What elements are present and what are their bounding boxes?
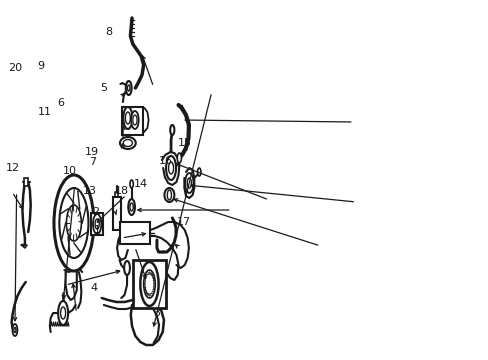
Circle shape xyxy=(58,301,68,325)
Text: 14: 14 xyxy=(133,179,147,189)
Circle shape xyxy=(54,175,94,271)
Text: 5: 5 xyxy=(101,83,107,93)
Text: 8: 8 xyxy=(105,27,112,37)
Text: 1: 1 xyxy=(93,225,101,235)
Text: 4: 4 xyxy=(91,283,98,293)
Circle shape xyxy=(14,328,16,333)
Circle shape xyxy=(127,85,130,91)
Circle shape xyxy=(93,214,101,234)
Circle shape xyxy=(128,199,135,215)
Text: 11: 11 xyxy=(38,107,51,117)
Text: 18: 18 xyxy=(115,186,129,196)
Circle shape xyxy=(130,203,133,211)
Circle shape xyxy=(168,162,173,174)
Text: 13: 13 xyxy=(82,186,97,196)
Circle shape xyxy=(197,168,201,176)
Circle shape xyxy=(167,190,171,200)
Circle shape xyxy=(12,324,18,336)
Circle shape xyxy=(125,112,130,124)
Text: 19: 19 xyxy=(85,147,99,157)
Text: 9: 9 xyxy=(37,60,44,71)
Ellipse shape xyxy=(123,140,132,147)
Text: 2: 2 xyxy=(92,207,99,217)
Text: 16: 16 xyxy=(158,156,172,166)
Circle shape xyxy=(166,156,176,180)
Bar xyxy=(91,213,103,235)
Ellipse shape xyxy=(120,137,136,149)
Circle shape xyxy=(140,262,158,306)
Bar xyxy=(24,178,28,186)
Circle shape xyxy=(130,180,133,188)
Circle shape xyxy=(61,307,65,319)
Circle shape xyxy=(124,261,130,275)
Ellipse shape xyxy=(164,188,174,202)
Bar xyxy=(122,107,143,135)
Circle shape xyxy=(123,107,132,129)
Circle shape xyxy=(187,178,191,188)
Text: 15: 15 xyxy=(178,138,192,148)
Bar xyxy=(113,197,121,230)
Circle shape xyxy=(59,188,88,258)
Text: 20: 20 xyxy=(8,63,22,73)
Circle shape xyxy=(185,173,193,193)
Text: 7: 7 xyxy=(89,157,96,167)
Circle shape xyxy=(177,153,181,163)
Circle shape xyxy=(143,270,155,298)
Text: 10: 10 xyxy=(62,166,77,176)
Text: 6: 6 xyxy=(58,98,64,108)
Circle shape xyxy=(133,115,137,125)
Circle shape xyxy=(125,81,131,95)
Circle shape xyxy=(95,219,99,229)
Circle shape xyxy=(170,125,174,135)
Circle shape xyxy=(131,111,139,129)
Text: 17: 17 xyxy=(177,217,191,228)
Bar xyxy=(133,260,166,308)
Circle shape xyxy=(66,205,81,241)
Bar xyxy=(120,222,150,244)
Text: 12: 12 xyxy=(6,163,20,174)
Text: 3: 3 xyxy=(153,308,160,318)
